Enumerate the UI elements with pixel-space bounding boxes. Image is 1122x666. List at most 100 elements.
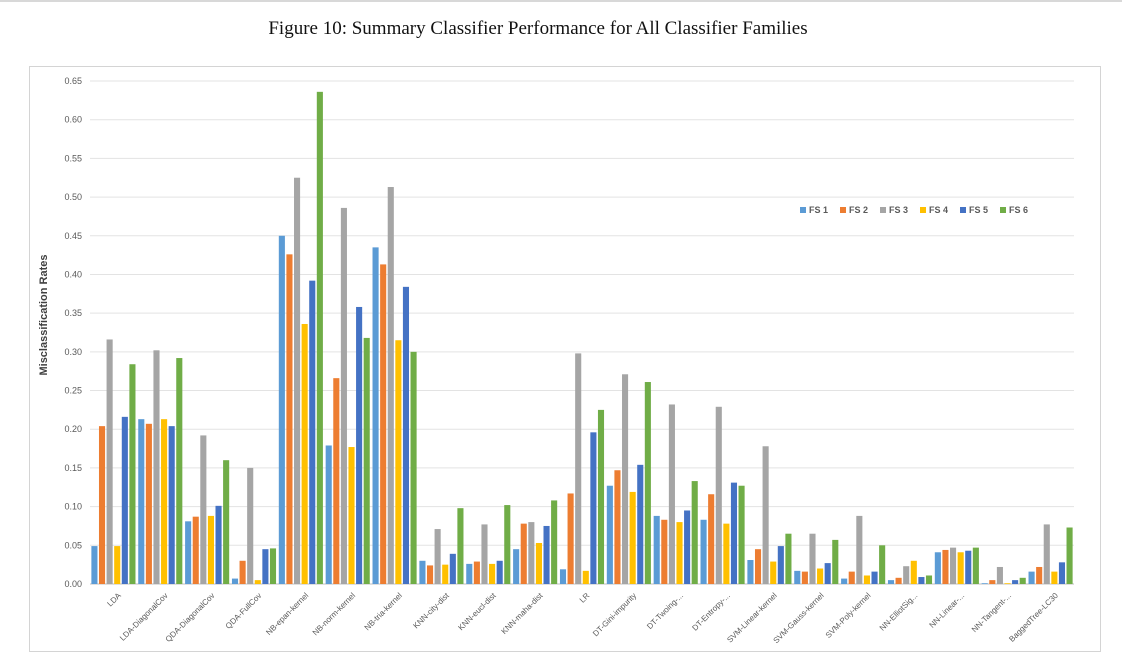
legend-swatch	[880, 207, 886, 213]
bar	[653, 515, 660, 584]
bar	[629, 491, 636, 584]
bar	[559, 569, 567, 584]
gridlines	[90, 80, 1074, 585]
bar	[106, 339, 113, 584]
bar	[91, 546, 98, 584]
bar	[138, 419, 145, 584]
bar	[841, 578, 848, 584]
bar	[747, 560, 754, 584]
bar	[168, 426, 175, 584]
bar	[395, 340, 402, 584]
bar-chart: 0.00 0.05 0.10 0.15 0.20 0.25 0.30 0.35 0.40 0.45…	[38, 76, 1074, 645]
bar	[770, 561, 777, 584]
bar	[700, 519, 707, 584]
x-tick-label: LDA	[105, 591, 123, 609]
bar	[614, 470, 621, 584]
bar	[661, 519, 668, 584]
x-tick-label: DT-Gini-impurity	[591, 591, 638, 638]
bar	[325, 445, 332, 584]
bar	[254, 580, 261, 584]
bar	[496, 560, 503, 584]
bar	[200, 435, 207, 584]
legend-label: FS 5	[969, 205, 988, 215]
bar	[606, 485, 613, 584]
bar	[918, 577, 925, 584]
bar	[597, 409, 605, 584]
x-tick-label: KNN-maha-dist	[500, 591, 546, 637]
bar	[1012, 580, 1019, 584]
y-tick-label: 0.25	[64, 386, 82, 396]
bar	[434, 529, 441, 584]
x-tick-label: QDA-DiagonalCov	[164, 591, 217, 644]
bar	[504, 505, 511, 584]
bar	[301, 323, 308, 584]
page-top-divider	[0, 0, 1122, 2]
x-tick-label: SVM-Poly-kernel	[824, 591, 873, 640]
legend: FS 1 FS 2 FS 3 FS 4 FS 5 FS 6	[800, 205, 1028, 215]
bar	[380, 264, 387, 584]
y-tick-label: 0.40	[64, 269, 82, 279]
bar	[715, 406, 722, 584]
bar	[848, 571, 855, 584]
bar	[691, 481, 698, 584]
bar	[738, 485, 745, 584]
bar	[676, 522, 683, 584]
bar	[269, 548, 277, 584]
bar	[473, 561, 480, 584]
x-tick-label: NB-epan-kernel	[264, 591, 310, 637]
bar	[153, 350, 160, 584]
bar	[762, 446, 769, 584]
bar	[950, 547, 957, 584]
y-tick-label: 0.65	[64, 76, 82, 86]
legend-label: FS 6	[1009, 205, 1028, 215]
bar	[996, 566, 1003, 584]
bar	[98, 426, 106, 584]
bar	[513, 549, 520, 584]
bar	[723, 523, 730, 584]
y-tick-label: 0.10	[64, 502, 82, 512]
bar	[887, 580, 895, 584]
bar	[777, 546, 784, 584]
bar	[934, 552, 941, 584]
y-tick-label: 0.05	[64, 540, 82, 550]
bar	[754, 549, 762, 584]
bar	[372, 247, 379, 584]
bar	[1058, 562, 1066, 584]
y-tick-label: 0.15	[64, 463, 82, 473]
bar	[794, 570, 801, 584]
x-tick-label: NN-Tangent-...	[970, 591, 1013, 634]
bar	[863, 575, 870, 584]
legend-swatch	[1000, 207, 1006, 213]
bar	[114, 546, 121, 584]
bar	[286, 254, 293, 584]
x-tick-label: SVM-Gauss-kernel	[772, 591, 826, 645]
bar	[824, 563, 831, 584]
legend-swatch	[800, 207, 806, 213]
bar	[356, 306, 363, 584]
bar	[809, 533, 816, 584]
y-tick-label: 0.20	[64, 424, 82, 434]
figure-caption: Figure 10: Summary Classifier Performanc…	[268, 18, 808, 39]
bar	[965, 550, 972, 584]
bar	[239, 560, 246, 584]
bar	[1066, 527, 1073, 584]
bar	[223, 460, 230, 584]
bar	[590, 432, 597, 584]
bar	[207, 515, 214, 584]
bar	[121, 416, 128, 584]
bar	[942, 549, 949, 584]
bar	[294, 177, 301, 584]
bar	[1004, 583, 1011, 584]
bar	[637, 464, 644, 584]
bar	[551, 500, 558, 584]
bar	[466, 563, 473, 584]
bar	[348, 447, 355, 584]
x-tick-label: DT-Entropy-...	[690, 591, 732, 633]
x-tick-label: KNN-eucl-dist	[456, 591, 498, 633]
bar	[785, 533, 792, 584]
bar	[879, 545, 886, 584]
bar	[333, 378, 340, 584]
y-tick-label: 0.35	[64, 308, 82, 318]
bar	[925, 575, 933, 584]
bar	[730, 482, 738, 584]
